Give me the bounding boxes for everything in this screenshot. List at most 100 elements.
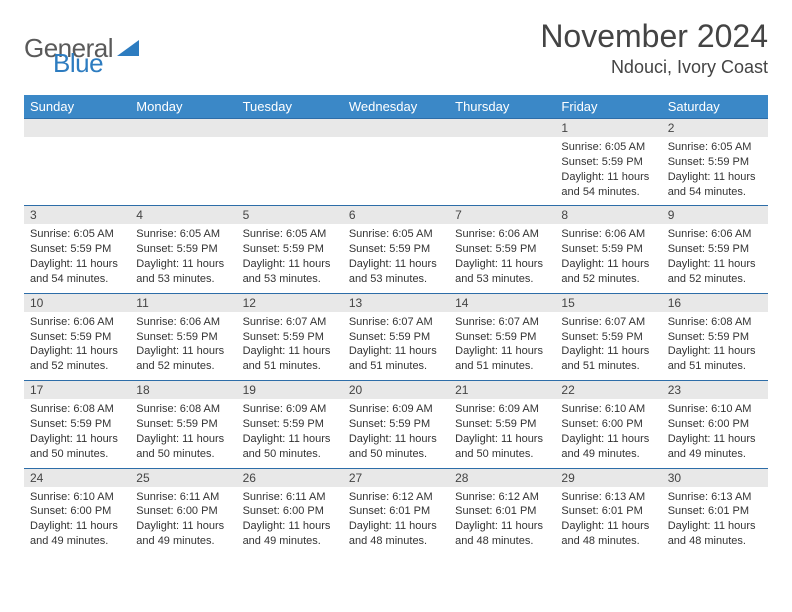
day-number: 9	[662, 206, 768, 224]
daylight-text: Daylight: 11 hours and 50 minutes.	[349, 432, 443, 462]
day-cell: 18Sunrise: 6:08 AMSunset: 5:59 PMDayligh…	[130, 381, 236, 468]
daylight-text: Daylight: 11 hours and 51 minutes.	[349, 344, 443, 374]
sunrise-text: Sunrise: 6:10 AM	[30, 490, 124, 505]
daylight-text: Daylight: 11 hours and 53 minutes.	[243, 257, 337, 287]
logo: General Blue	[24, 18, 103, 79]
day-number	[24, 119, 130, 137]
sunset-text: Sunset: 5:59 PM	[136, 417, 230, 432]
day-cell: 19Sunrise: 6:09 AMSunset: 5:59 PMDayligh…	[237, 381, 343, 468]
daylight-text: Daylight: 11 hours and 48 minutes.	[349, 519, 443, 549]
day-cell: 30Sunrise: 6:13 AMSunset: 6:01 PMDayligh…	[662, 468, 768, 555]
sunrise-text: Sunrise: 6:09 AM	[455, 402, 549, 417]
day-data: Sunrise: 6:06 AMSunset: 5:59 PMDaylight:…	[24, 312, 130, 380]
week-row: 10Sunrise: 6:06 AMSunset: 5:59 PMDayligh…	[24, 293, 768, 380]
sunrise-text: Sunrise: 6:07 AM	[561, 315, 655, 330]
daylight-text: Daylight: 11 hours and 51 minutes.	[668, 344, 762, 374]
day-cell: 27Sunrise: 6:12 AMSunset: 6:01 PMDayligh…	[343, 468, 449, 555]
day-data: Sunrise: 6:09 AMSunset: 5:59 PMDaylight:…	[343, 399, 449, 467]
day-cell: 16Sunrise: 6:08 AMSunset: 5:59 PMDayligh…	[662, 293, 768, 380]
sunset-text: Sunset: 6:00 PM	[30, 504, 124, 519]
daylight-text: Daylight: 11 hours and 49 minutes.	[30, 519, 124, 549]
day-cell: 15Sunrise: 6:07 AMSunset: 5:59 PMDayligh…	[555, 293, 661, 380]
sunrise-text: Sunrise: 6:07 AM	[243, 315, 337, 330]
day-number: 28	[449, 469, 555, 487]
sunset-text: Sunset: 6:01 PM	[561, 504, 655, 519]
sunrise-text: Sunrise: 6:06 AM	[668, 227, 762, 242]
day-cell: 9Sunrise: 6:06 AMSunset: 5:59 PMDaylight…	[662, 206, 768, 293]
sunrise-text: Sunrise: 6:07 AM	[455, 315, 549, 330]
day-number: 6	[343, 206, 449, 224]
day-cell: 8 Sunrise: 6:06 AMSunset: 5:59 PMDaylight…	[555, 206, 661, 293]
day-cell: 14Sunrise: 6:07 AMSunset: 5:59 PMDayligh…	[449, 293, 555, 380]
day-cell: 4Sunrise: 6:05 AMSunset: 5:59 PMDaylight…	[130, 206, 236, 293]
day-cell	[24, 119, 130, 206]
day-number: 12	[237, 294, 343, 312]
day-number: 25	[130, 469, 236, 487]
day-cell: 28Sunrise: 6:12 AMSunset: 6:01 PMDayligh…	[449, 468, 555, 555]
daylight-text: Daylight: 11 hours and 48 minutes.	[455, 519, 549, 549]
sunset-text: Sunset: 6:01 PM	[455, 504, 549, 519]
day-number: 8	[555, 206, 661, 224]
day-number	[449, 119, 555, 137]
daylight-text: Daylight: 11 hours and 53 minutes.	[136, 257, 230, 287]
day-data: Sunrise: 6:08 AMSunset: 5:59 PMDaylight:…	[130, 399, 236, 467]
week-row: 1Sunrise: 6:05 AMSunset: 5:59 PMDaylight…	[24, 119, 768, 206]
day-data: Sunrise: 6:07 AMSunset: 5:59 PMDaylight:…	[555, 312, 661, 380]
day-number	[130, 119, 236, 137]
week-row: 17Sunrise: 6:08 AMSunset: 5:59 PMDayligh…	[24, 381, 768, 468]
sunrise-text: Sunrise: 6:09 AM	[349, 402, 443, 417]
day-number: 14	[449, 294, 555, 312]
sunset-text: Sunset: 5:59 PM	[243, 330, 337, 345]
day-cell	[237, 119, 343, 206]
day-number: 13	[343, 294, 449, 312]
sunrise-text: Sunrise: 6:06 AM	[561, 227, 655, 242]
sunset-text: Sunset: 6:00 PM	[243, 504, 337, 519]
day-data: Sunrise: 6:07 AMSunset: 5:59 PMDaylight:…	[237, 312, 343, 380]
daylight-text: Daylight: 11 hours and 50 minutes.	[455, 432, 549, 462]
sunrise-text: Sunrise: 6:10 AM	[668, 402, 762, 417]
sunset-text: Sunset: 6:01 PM	[668, 504, 762, 519]
week-row: 3Sunrise: 6:05 AMSunset: 5:59 PMDaylight…	[24, 206, 768, 293]
sunrise-text: Sunrise: 6:05 AM	[243, 227, 337, 242]
sunset-text: Sunset: 5:59 PM	[243, 242, 337, 257]
day-number: 4	[130, 206, 236, 224]
sunrise-text: Sunrise: 6:10 AM	[561, 402, 655, 417]
daylight-text: Daylight: 11 hours and 51 minutes.	[243, 344, 337, 374]
sunset-text: Sunset: 5:59 PM	[668, 155, 762, 170]
daylight-text: Daylight: 11 hours and 51 minutes.	[561, 344, 655, 374]
day-cell: 10Sunrise: 6:06 AMSunset: 5:59 PMDayligh…	[24, 293, 130, 380]
day-data: Sunrise: 6:05 AMSunset: 5:59 PMDaylight:…	[555, 137, 661, 205]
day-cell: 25Sunrise: 6:11 AMSunset: 6:00 PMDayligh…	[130, 468, 236, 555]
day-data: Sunrise: 6:09 AMSunset: 5:59 PMDaylight:…	[237, 399, 343, 467]
sunrise-text: Sunrise: 6:06 AM	[136, 315, 230, 330]
day-data: Sunrise: 6:05 AMSunset: 5:59 PMDaylight:…	[130, 224, 236, 292]
daylight-text: Daylight: 11 hours and 50 minutes.	[243, 432, 337, 462]
day-cell: 17Sunrise: 6:08 AMSunset: 5:59 PMDayligh…	[24, 381, 130, 468]
sunrise-text: Sunrise: 6:08 AM	[30, 402, 124, 417]
day-number	[343, 119, 449, 137]
day-data: Sunrise: 6:10 AMSunset: 6:00 PMDaylight:…	[555, 399, 661, 467]
daylight-text: Daylight: 11 hours and 50 minutes.	[136, 432, 230, 462]
sunrise-text: Sunrise: 6:05 AM	[668, 140, 762, 155]
day-number: 11	[130, 294, 236, 312]
daylight-text: Daylight: 11 hours and 52 minutes.	[561, 257, 655, 287]
sunset-text: Sunset: 5:59 PM	[349, 417, 443, 432]
day-data: Sunrise: 6:12 AMSunset: 6:01 PMDaylight:…	[449, 487, 555, 555]
sunset-text: Sunset: 5:59 PM	[668, 242, 762, 257]
day-number: 1	[555, 119, 661, 137]
sunrise-text: Sunrise: 6:05 AM	[561, 140, 655, 155]
sunrise-text: Sunrise: 6:13 AM	[561, 490, 655, 505]
sunset-text: Sunset: 5:59 PM	[561, 242, 655, 257]
day-data: Sunrise: 6:07 AMSunset: 5:59 PMDaylight:…	[449, 312, 555, 380]
day-number: 15	[555, 294, 661, 312]
calendar-head: SundayMondayTuesdayWednesdayThursdayFrid…	[24, 95, 768, 119]
day-data: Sunrise: 6:13 AMSunset: 6:01 PMDaylight:…	[662, 487, 768, 555]
day-number: 20	[343, 381, 449, 399]
day-data: Sunrise: 6:06 AMSunset: 5:59 PMDaylight:…	[130, 312, 236, 380]
day-data: Sunrise: 6:07 AMSunset: 5:59 PMDaylight:…	[343, 312, 449, 380]
title-month: November 2024	[540, 18, 768, 55]
title-block: November 2024 Ndouci, Ivory Coast	[540, 18, 768, 78]
day-data: Sunrise: 6:10 AMSunset: 6:00 PMDaylight:…	[662, 399, 768, 467]
day-cell: 22Sunrise: 6:10 AMSunset: 6:00 PMDayligh…	[555, 381, 661, 468]
day-cell: 21Sunrise: 6:09 AMSunset: 5:59 PMDayligh…	[449, 381, 555, 468]
